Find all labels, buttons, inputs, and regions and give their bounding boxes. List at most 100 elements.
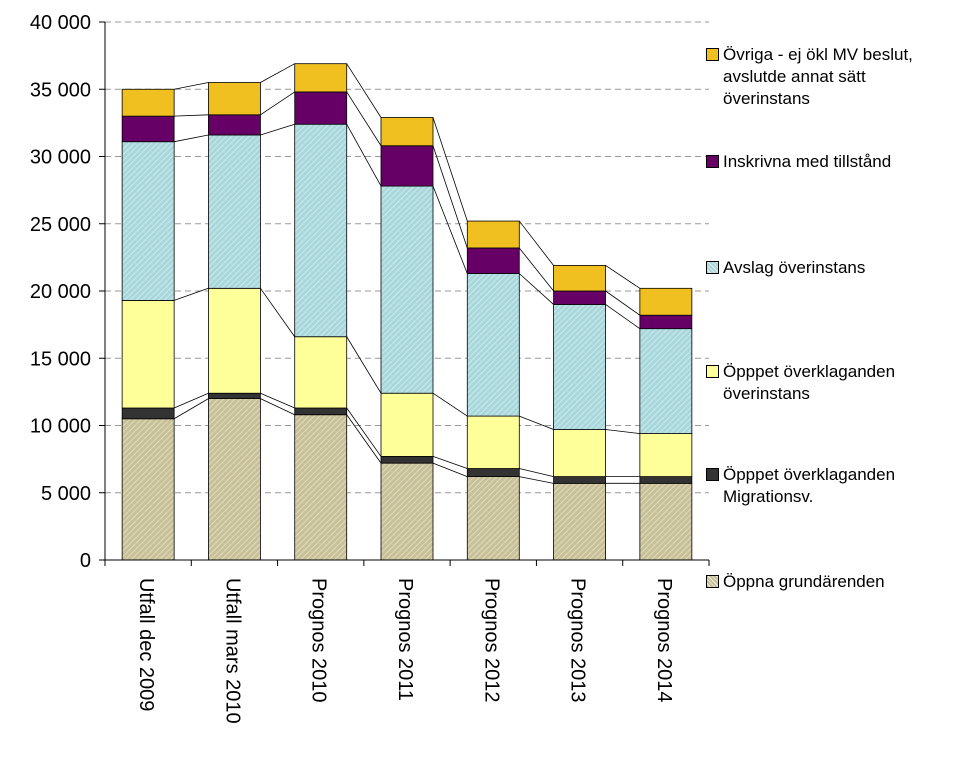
series-line bbox=[174, 287, 209, 301]
series-line bbox=[518, 247, 554, 292]
bar-segment bbox=[639, 476, 693, 484]
bar-segment bbox=[639, 328, 693, 434]
series-line bbox=[346, 407, 382, 457]
bar-segment bbox=[639, 287, 693, 316]
bar-segment bbox=[380, 392, 434, 457]
bar-segment bbox=[208, 114, 261, 136]
series-line bbox=[605, 265, 641, 289]
series-line bbox=[260, 63, 295, 83]
series-line bbox=[260, 392, 295, 409]
series-line bbox=[518, 220, 554, 266]
x-tick-label: Prognos 2011 bbox=[394, 578, 416, 701]
legend-item: Övriga - ej ökl MV beslut, avslutde anna… bbox=[706, 44, 956, 110]
bar-segment bbox=[553, 429, 606, 478]
bar-segment bbox=[639, 433, 693, 478]
bar-segment bbox=[294, 123, 348, 338]
legend-label: Öppna grundärenden bbox=[723, 572, 885, 591]
bar-segment bbox=[466, 273, 520, 417]
y-tick-label: 40 000 bbox=[30, 12, 91, 34]
bar-segment bbox=[121, 300, 175, 409]
bar-segment bbox=[208, 398, 261, 561]
series-line bbox=[519, 476, 554, 484]
legend-label: Avslag överinstans bbox=[723, 258, 866, 277]
bar-segment bbox=[208, 392, 261, 400]
series-line bbox=[432, 117, 468, 222]
legend-item: Öpppet överklaganden Migrationsv. bbox=[706, 464, 956, 508]
bar-segment bbox=[208, 82, 261, 116]
bar-segment bbox=[553, 304, 606, 430]
legend-swatch bbox=[706, 575, 719, 588]
legend-swatch bbox=[706, 48, 719, 61]
y-tick-label: 15 000 bbox=[30, 348, 91, 370]
series-line bbox=[346, 124, 382, 187]
series-line bbox=[519, 273, 554, 305]
series-line bbox=[260, 398, 295, 416]
y-tick-label: 5 000 bbox=[41, 483, 91, 505]
bar-segment bbox=[380, 462, 434, 561]
x-tick-label: Utfall mars 2010 bbox=[221, 578, 243, 724]
legend-item: Avslag överinstans bbox=[706, 257, 956, 279]
series-line bbox=[346, 336, 382, 394]
legend-item: Öpppet överklaganden överinstans bbox=[706, 361, 956, 405]
series-line bbox=[432, 392, 468, 417]
legend-label: Inskrivna med tillstånd bbox=[723, 152, 892, 171]
bar-segment bbox=[466, 468, 520, 478]
series-line bbox=[173, 392, 209, 409]
series-line bbox=[432, 456, 468, 469]
series-line bbox=[519, 415, 554, 430]
series-line bbox=[432, 185, 468, 274]
x-tick-label: Prognos 2010 bbox=[308, 578, 330, 703]
legend-item: Öppna grundärenden bbox=[706, 571, 956, 593]
bar-segment bbox=[380, 185, 434, 394]
bar-segment bbox=[208, 287, 261, 394]
series-line bbox=[519, 468, 554, 477]
legend-label: Övriga - ej ökl MV beslut, avslutde anna… bbox=[723, 45, 913, 108]
bar-segment bbox=[639, 314, 693, 330]
series-line bbox=[605, 429, 640, 434]
series-line bbox=[260, 288, 296, 337]
legend-label: Öpppet överklaganden Migrationsv. bbox=[723, 465, 896, 506]
bar-segment bbox=[380, 117, 434, 147]
series-line bbox=[260, 123, 295, 136]
legend-swatch bbox=[706, 261, 719, 274]
series-line bbox=[174, 82, 209, 90]
y-tick-label: 20 000 bbox=[30, 281, 91, 303]
bar-segment bbox=[380, 145, 434, 187]
bar-segment bbox=[121, 141, 175, 301]
bar-segment bbox=[553, 290, 606, 305]
bar-segment bbox=[121, 115, 175, 143]
bar-segment bbox=[639, 482, 693, 561]
y-tick-label: 0 bbox=[80, 550, 91, 572]
x-tick-label: Prognos 2014 bbox=[653, 578, 675, 703]
y-tick-label: 25 000 bbox=[30, 214, 91, 236]
bar-segment bbox=[466, 415, 520, 469]
bar-segment bbox=[294, 91, 348, 125]
bar-segment bbox=[380, 456, 434, 464]
bar-segment bbox=[466, 247, 520, 274]
series-line bbox=[346, 414, 382, 464]
legend-item: Inskrivna med tillstånd bbox=[706, 151, 956, 173]
y-tick-label: 35 000 bbox=[30, 79, 91, 101]
legend-swatch bbox=[706, 365, 719, 378]
bar-segment bbox=[294, 336, 348, 409]
legend-swatch bbox=[706, 468, 719, 481]
x-tick-label: Utfall dec 2009 bbox=[135, 578, 157, 711]
series-line bbox=[605, 290, 641, 316]
bar-segment bbox=[121, 407, 175, 420]
series-line bbox=[260, 91, 295, 116]
series-line bbox=[174, 134, 209, 143]
series-line bbox=[605, 304, 641, 329]
series-line bbox=[346, 91, 382, 146]
x-tick-label: Prognos 2013 bbox=[567, 578, 589, 703]
x-tick-label: Prognos 2012 bbox=[480, 578, 502, 703]
bar-segment bbox=[208, 134, 261, 289]
series-line bbox=[346, 63, 382, 118]
bar-segment bbox=[466, 220, 520, 249]
legend-label: Öpppet överklaganden överinstans bbox=[723, 362, 896, 403]
bar-segment bbox=[553, 476, 606, 484]
series-line bbox=[173, 398, 209, 420]
legend-swatch bbox=[706, 155, 719, 168]
bar-segment bbox=[294, 407, 348, 416]
bar-segment bbox=[121, 88, 175, 117]
